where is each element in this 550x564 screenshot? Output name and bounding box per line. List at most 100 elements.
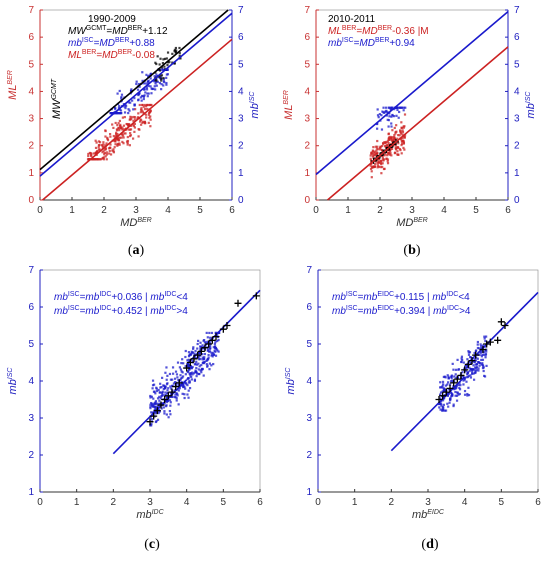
mean-cross <box>457 371 465 379</box>
scatter-point <box>114 140 117 143</box>
scatter-point <box>149 396 152 399</box>
equation-annotation: mbISC​=mbIDC​+0.452 | mbIDC​>4 <box>54 305 188 317</box>
x-tick-label: 6 <box>257 497 263 508</box>
scatter-point <box>133 130 136 133</box>
scatter-point <box>381 156 384 159</box>
scatter-point <box>166 382 169 385</box>
mean-cross <box>164 392 172 400</box>
scatter-point <box>467 393 471 397</box>
x-tick-label: 2 <box>111 497 117 508</box>
scatter-point <box>165 392 169 395</box>
scatter-point <box>115 138 118 141</box>
scatter-point <box>390 106 393 109</box>
y-right-tick-label: 7 <box>238 5 244 16</box>
scatter-point <box>208 331 211 335</box>
scatter-point <box>130 118 133 121</box>
scatter-point <box>369 167 373 170</box>
scatter-point <box>214 354 218 357</box>
scatter-point <box>404 106 407 109</box>
scatter-point <box>446 402 449 405</box>
scatter-point <box>477 369 480 372</box>
scatter-point <box>181 375 185 378</box>
x-tick-label: 4 <box>462 497 468 508</box>
scatter-point <box>439 391 443 394</box>
scatter-point <box>453 375 456 378</box>
scatter-point <box>149 405 152 408</box>
scatter-point <box>212 346 215 349</box>
scatter-point <box>122 124 126 127</box>
scatter-point <box>457 368 461 371</box>
scatter-point <box>165 366 168 369</box>
scatter-point <box>190 375 193 379</box>
x-tick-label: 4 <box>441 205 447 216</box>
scatter-point <box>467 353 471 356</box>
scatter-point <box>438 393 442 396</box>
scatter-point <box>121 140 124 144</box>
scatter-point <box>454 373 457 376</box>
scatter-point <box>104 144 107 147</box>
scatter-point <box>483 351 486 354</box>
scatter-point <box>152 397 155 400</box>
scatter-point <box>371 149 374 152</box>
scatter-point <box>374 152 377 155</box>
scatter-point <box>387 142 390 145</box>
x-tick-label: 5 <box>197 205 203 216</box>
scatter-point <box>451 394 454 397</box>
scatter-point <box>395 130 398 133</box>
scatter-point <box>122 142 125 145</box>
scatter-point <box>201 356 204 359</box>
scatter-point <box>205 331 208 334</box>
scatter-point <box>158 69 162 72</box>
scatter-point <box>467 371 470 374</box>
scatter-point <box>200 363 203 367</box>
scatter-point <box>109 112 112 115</box>
equation-annotation: MWGCMT​=MDBER​+1.12 <box>68 25 168 37</box>
scatter-point <box>120 133 123 136</box>
y-tick-label: 2 <box>304 141 310 152</box>
scatter-point <box>208 350 211 353</box>
scatter-point <box>139 118 142 121</box>
y-tick-label: 1 <box>28 168 34 179</box>
scatter-point <box>391 129 394 132</box>
scatter-point <box>176 394 179 397</box>
mean-cross <box>494 336 502 344</box>
scatter-point <box>401 130 405 134</box>
scatter-point <box>140 99 143 102</box>
scatter-point <box>460 355 464 358</box>
scatter-point <box>149 77 152 80</box>
scatter-point <box>113 146 116 149</box>
scatter-point <box>129 115 132 118</box>
scatter-point <box>133 122 136 126</box>
scatter-point <box>188 353 192 356</box>
mean-cross <box>157 401 165 409</box>
scatter-point <box>142 95 145 98</box>
scatter-point <box>171 395 174 399</box>
fit-segment-1 <box>112 379 188 455</box>
scatter-point <box>385 157 388 160</box>
scatter-point <box>457 393 460 396</box>
scatter-point <box>475 369 478 372</box>
scatter-point <box>104 129 107 133</box>
scatter-point <box>164 371 167 374</box>
scatter-point <box>153 405 157 409</box>
scatter-point <box>132 124 135 128</box>
scatter-point <box>160 394 164 397</box>
scatter-point <box>188 379 191 383</box>
scatter-point <box>123 132 126 135</box>
scatter-point <box>156 397 160 400</box>
scatter-point <box>139 111 142 114</box>
scatter-point <box>447 388 450 391</box>
scatter-point <box>183 385 186 389</box>
y-right-tick-label: 4 <box>514 86 520 97</box>
scatter-point <box>401 133 404 136</box>
scatter-point <box>118 136 122 139</box>
scatter-point <box>160 79 163 82</box>
scatter-point <box>175 392 178 395</box>
scatter-point <box>173 48 177 52</box>
scatter-point <box>387 132 390 135</box>
panel-label: (b) <box>403 243 420 258</box>
scatter-point <box>463 389 467 393</box>
scatter-point <box>151 405 154 408</box>
equation-annotation: mbISC​=mbEIDC​+0.394 | mbIDC​>4 <box>332 305 471 317</box>
scatter-point <box>380 148 384 152</box>
